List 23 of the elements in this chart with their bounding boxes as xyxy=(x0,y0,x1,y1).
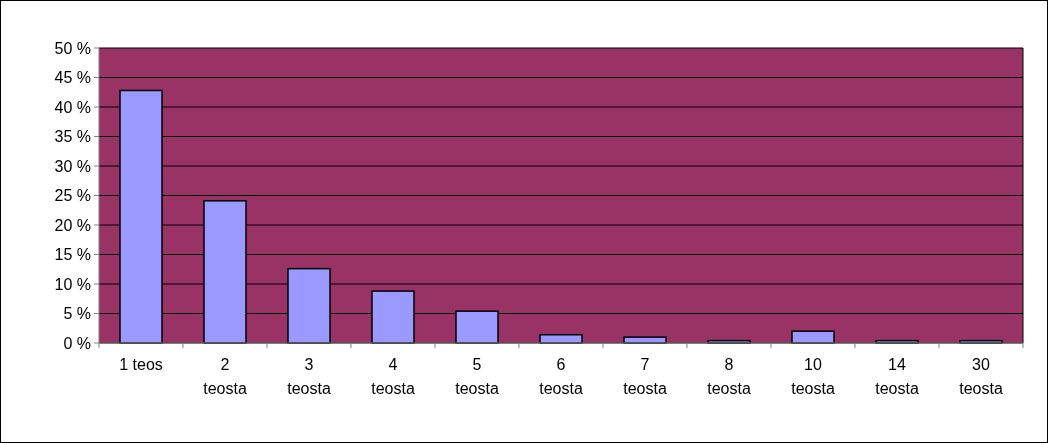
y-tick-label: 20 % xyxy=(54,216,91,234)
y-tick-label: 40 % xyxy=(54,98,91,116)
x-tick-label: 10 teosta xyxy=(791,356,835,397)
x-tick-label: 5 teosta xyxy=(455,356,499,397)
y-tick-label: 35 % xyxy=(54,128,91,146)
y-tick-label: 10 % xyxy=(54,275,91,293)
x-tick-label: 14 teosta xyxy=(875,356,919,397)
y-tick-label: 5 % xyxy=(63,305,91,323)
x-tick-label: 4 teosta xyxy=(371,356,415,397)
y-tick-label: 30 % xyxy=(54,157,91,175)
x-tick-label: 8 teosta xyxy=(707,356,751,397)
bar xyxy=(791,330,835,344)
y-tick-label: 45 % xyxy=(54,69,91,87)
y-tick-label: 15 % xyxy=(54,246,91,264)
x-tick-label: 6 teosta xyxy=(539,356,583,397)
x-tick-label: 2 teosta xyxy=(203,356,247,397)
x-tick-label: 3 teosta xyxy=(287,356,331,397)
y-tick-label: 0 % xyxy=(63,334,91,352)
x-tick-label: 7 teosta xyxy=(623,356,667,397)
x-tick-label: 1 teos xyxy=(119,356,163,373)
y-tick-label: 50 % xyxy=(54,39,91,57)
y-tick-label: 25 % xyxy=(54,187,91,205)
x-tick-label: 30 teosta xyxy=(959,356,1003,397)
